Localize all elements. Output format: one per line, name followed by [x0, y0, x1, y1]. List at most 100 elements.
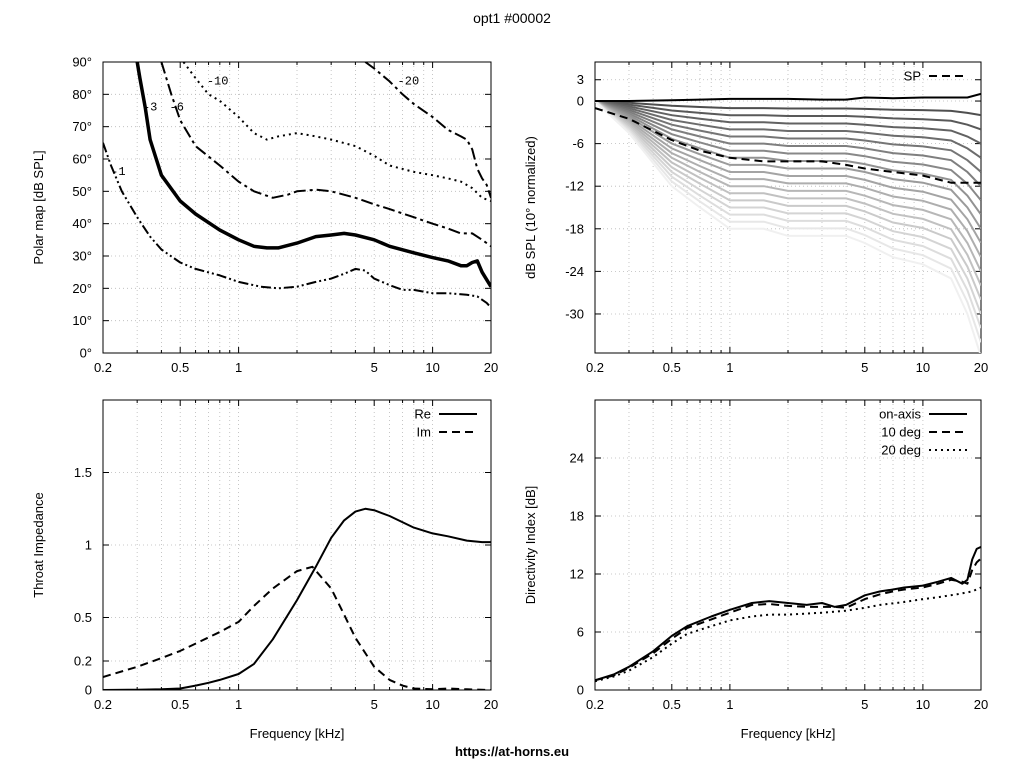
- chart-panel-directivity-index: 0.2 0.5 1 5 10 20 0 6 12 18 24 Directivity Index [d…: [523, 399, 988, 741]
- plot-area: [595, 92, 981, 353]
- polar-curve-9: [595, 100, 981, 230]
- figure-title: opt1 #00002: [473, 10, 551, 26]
- x-tick-label: 20: [974, 697, 988, 712]
- polar-curve-17: [595, 100, 981, 343]
- x-tick-label: 0.2: [94, 360, 112, 375]
- y-tick-label: -18: [565, 221, 584, 236]
- x-tick-label: 1: [235, 697, 242, 712]
- legend-label: SP: [904, 69, 921, 84]
- y-axis-label: Polar map [dB SPL]: [31, 150, 46, 264]
- contour-label: -20: [398, 75, 420, 89]
- grid: [103, 62, 491, 353]
- y-tick-label: -6: [572, 136, 584, 151]
- y-axis-label: Directivity Index [dB]: [523, 486, 538, 605]
- footer-url: https://at-horns.eu: [455, 744, 569, 759]
- plot-frame: [594, 61, 982, 354]
- y-tick-label: 10°: [72, 313, 92, 328]
- legend-label: Im: [417, 425, 431, 440]
- legend-label: 20 deg: [881, 443, 921, 458]
- series-20-deg: [595, 586, 981, 683]
- y-tick-label: 18: [570, 509, 584, 524]
- x-tick-label: 20: [484, 697, 498, 712]
- x-tick-label: 0.5: [663, 697, 681, 712]
- y-tick-label: 50°: [72, 184, 92, 199]
- series-re: [103, 507, 491, 690]
- y-tick-label: 60°: [72, 152, 92, 167]
- y-tick-label: -24: [565, 264, 584, 279]
- series-on-axis: [595, 545, 981, 682]
- y-tick-label: 1: [85, 538, 92, 553]
- x-tick-label: 0.2: [586, 697, 604, 712]
- y-tick-label: 0: [577, 94, 584, 109]
- chart-panel-polar-map: 0.2 0.5 1 5 10 20 0° 10° 20° 30° 40° 50° 60° 70° 80° 90…: [31, 55, 498, 376]
- y-tick-label: 0: [85, 683, 92, 698]
- polar-curve-14: [595, 100, 981, 301]
- series-im: [103, 565, 491, 690]
- plot-frame: [102, 61, 492, 354]
- polar-curve-2: [595, 100, 981, 131]
- contour-label: -6: [170, 101, 184, 115]
- contour-label: -1: [111, 165, 125, 179]
- contour-label: -10: [207, 75, 229, 89]
- x-tick-label: 0.5: [663, 360, 681, 375]
- ticks: [595, 62, 981, 353]
- y-axis-label: dB SPL (10° normalized): [523, 136, 538, 279]
- series-sp: [595, 107, 981, 184]
- series-contour-20: [364, 62, 491, 199]
- polar-curve-5: [595, 100, 981, 173]
- y-tick-label: 6: [577, 625, 584, 640]
- y-tick-label: 80°: [72, 87, 92, 102]
- legend-label: Re: [414, 407, 431, 422]
- polar-curve-16: [595, 100, 981, 329]
- y-tick-label: 30°: [72, 249, 92, 264]
- polar-curve-1: [595, 100, 981, 117]
- grid: [595, 400, 981, 690]
- polar-curve-7: [595, 100, 981, 202]
- y-tick-label: 24: [570, 451, 584, 466]
- y-tick-label: 40°: [72, 216, 92, 231]
- polar-curve-15: [595, 100, 981, 315]
- legend-label: on-axis: [879, 407, 921, 422]
- x-tick-label: 0.5: [171, 697, 189, 712]
- x-tick-label: 10: [916, 697, 930, 712]
- y-tick-label: 1.5: [74, 465, 92, 480]
- contour-label: -3: [143, 101, 157, 115]
- polar-curve-13: [595, 100, 981, 287]
- polar-curve-11: [595, 100, 981, 258]
- x-tick-label: 10: [916, 360, 930, 375]
- grid: [595, 62, 981, 353]
- y-tick-label: 0.2: [74, 654, 92, 669]
- y-tick-label: 70°: [72, 119, 92, 134]
- series-contour-1: [103, 142, 491, 309]
- grid: [103, 400, 491, 690]
- polar-curve-10: [595, 100, 981, 244]
- y-tick-label: 12: [570, 567, 584, 582]
- polar-curve-6: [595, 100, 981, 187]
- x-tick-label: 5: [371, 360, 378, 375]
- y-tick-label: 20°: [72, 281, 92, 296]
- series-10-deg: [595, 557, 981, 682]
- x-tick-label: 10: [425, 697, 439, 712]
- x-tick-label: 10: [425, 360, 439, 375]
- series-0-: [595, 92, 981, 102]
- x-tick-label: 1: [235, 360, 242, 375]
- series-contour-10: [182, 62, 491, 202]
- plot-area: [595, 545, 981, 683]
- y-tick-label: 90°: [72, 55, 92, 70]
- plot-area: [103, 507, 491, 690]
- ticks: [595, 400, 981, 691]
- y-tick-label: 0°: [80, 346, 92, 361]
- series-contour-3: [135, 62, 491, 288]
- y-tick-label: 3: [577, 72, 584, 87]
- x-tick-label: 20: [974, 360, 988, 375]
- y-tick-label: -30: [565, 306, 584, 321]
- series-contour-6: [160, 62, 491, 248]
- x-axis-label: Frequency [kHz]: [250, 726, 345, 741]
- plot-area: [103, 62, 491, 309]
- y-tick-label: -12: [565, 179, 584, 194]
- legend-label: 10 deg: [881, 425, 921, 440]
- x-tick-label: 20: [484, 360, 498, 375]
- polar-curve-12: [595, 100, 981, 272]
